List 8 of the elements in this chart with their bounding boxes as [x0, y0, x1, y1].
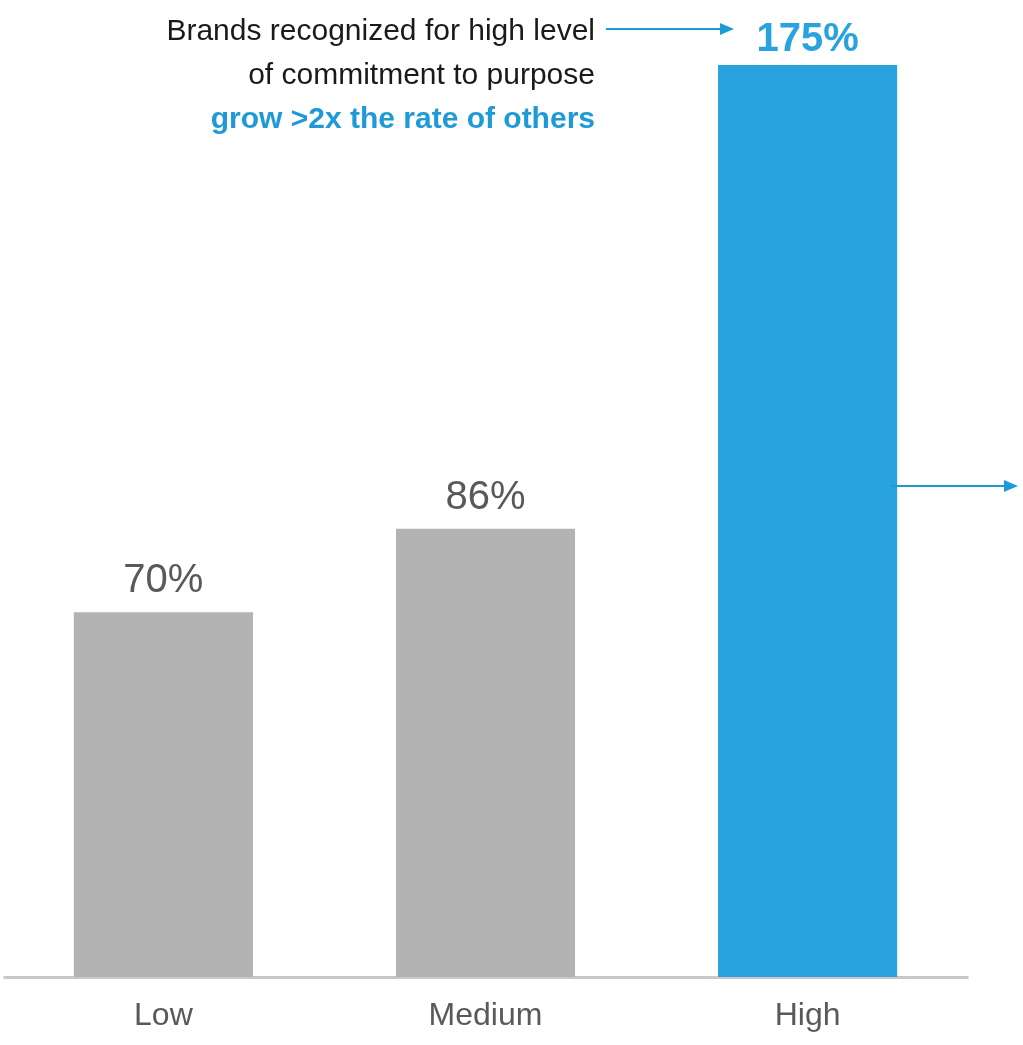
- data-label: 86%: [445, 472, 526, 517]
- annotation: grow >2x the rate of others: [210, 100, 595, 136]
- data-label: 70%: [123, 556, 204, 601]
- data-label: 175%: [756, 15, 859, 59]
- annotation: Brands recognized for high level of commitment to purpose: [166, 12, 595, 92]
- x-tick-label: High: [774, 995, 841, 1032]
- x-tick-label: Low: [134, 995, 194, 1032]
- x-tick-label: Medium: [428, 995, 543, 1032]
